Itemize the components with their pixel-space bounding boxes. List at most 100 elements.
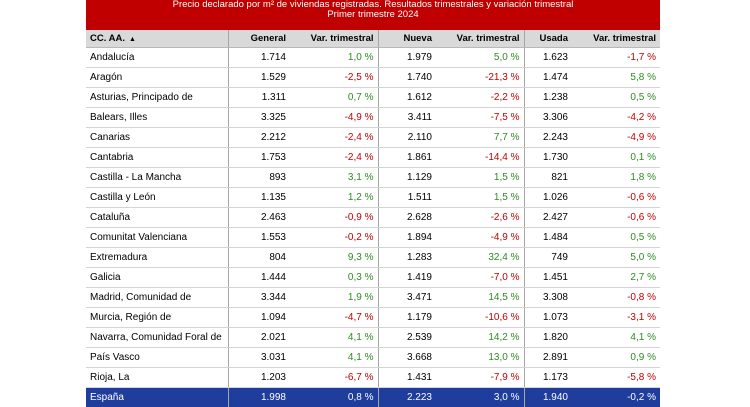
cell-var-usada: 4,1 % (572, 328, 660, 348)
cell-region: País Vasco (86, 348, 228, 368)
cell-general: 3.325 (228, 108, 290, 128)
cell-var-usada: -1,7 % (572, 48, 660, 68)
cell-general: 1.553 (228, 228, 290, 248)
cell-var-general: 0,7 % (290, 88, 378, 108)
col-header-ccaa[interactable]: CC. AA.▲ (86, 30, 228, 48)
cell-var-general: -2,4 % (290, 148, 378, 168)
table-title-line2: Primer trimestre 2024 (86, 10, 660, 20)
cell-general: 1.203 (228, 368, 290, 388)
cell-nueva: 3.668 (378, 348, 436, 368)
cell-var-general: 4,1 % (290, 348, 378, 368)
cell-region: Andalucía (86, 48, 228, 68)
cell-nueva: 1.431 (378, 368, 436, 388)
cell-var-general: -0,9 % (290, 208, 378, 228)
cell-region: Rioja, La (86, 368, 228, 388)
cell-var-general: -4,9 % (290, 108, 378, 128)
cell-var-nueva: -2,2 % (436, 88, 524, 108)
cell-general: 1.529 (228, 68, 290, 88)
price-table: CC. AA.▲ General Var. trimestral Nueva V… (86, 30, 660, 407)
cell-nueva: 1.740 (378, 68, 436, 88)
col-header-general[interactable]: General (228, 30, 290, 48)
cell-usada: 3.308 (524, 288, 572, 308)
cell-nueva: 3.471 (378, 288, 436, 308)
cell-var-general: -4,7 % (290, 308, 378, 328)
cell-var-nueva: 13,0 % (436, 348, 524, 368)
cell-var-general: 1,2 % (290, 188, 378, 208)
cell-var-nueva: -10,6 % (436, 308, 524, 328)
cell-region: Aragón (86, 68, 228, 88)
cell-var-nueva: 1,5 % (436, 168, 524, 188)
cell-usada: 1.173 (524, 368, 572, 388)
cell-nueva: 1.612 (378, 88, 436, 108)
cell-nueva: 2.110 (378, 128, 436, 148)
cell-var-general: 1,9 % (290, 288, 378, 308)
cell-region: Asturias, Principado de (86, 88, 228, 108)
cell-usada: 1.940 (524, 388, 572, 407)
col-header-nueva[interactable]: Nueva (378, 30, 436, 48)
cell-region: Cantabria (86, 148, 228, 168)
cell-nueva: 1.419 (378, 268, 436, 288)
cell-nueva: 2.628 (378, 208, 436, 228)
cell-var-nueva: -21,3 % (436, 68, 524, 88)
cell-var-nueva: 7,7 % (436, 128, 524, 148)
cell-var-usada: 1,8 % (572, 168, 660, 188)
cell-nueva: 2.539 (378, 328, 436, 348)
cell-region: Castilla y León (86, 188, 228, 208)
col-header-var-nueva[interactable]: Var. trimestral (436, 30, 524, 48)
cell-nueva: 3.411 (378, 108, 436, 128)
cell-general: 1.753 (228, 148, 290, 168)
cell-var-general: -0,2 % (290, 228, 378, 248)
cell-region: Balears, Illes (86, 108, 228, 128)
cell-region: Madrid, Comunidad de (86, 288, 228, 308)
cell-var-usada: -0,6 % (572, 208, 660, 228)
cell-var-nueva: -7,9 % (436, 368, 524, 388)
cell-var-nueva: -4,9 % (436, 228, 524, 248)
cell-region: Galicia (86, 268, 228, 288)
cell-var-usada: 0,1 % (572, 148, 660, 168)
cell-general: 1.444 (228, 268, 290, 288)
cell-general: 3.344 (228, 288, 290, 308)
cell-usada: 3.306 (524, 108, 572, 128)
sort-ascending-icon[interactable]: ▲ (129, 36, 136, 43)
col-header-usada[interactable]: Usada (524, 30, 572, 48)
cell-usada: 1.623 (524, 48, 572, 68)
cell-nueva: 1.179 (378, 308, 436, 328)
cell-var-general: 0,3 % (290, 268, 378, 288)
price-table-panel: Precio declarado por m² de viviendas reg… (86, 0, 660, 400)
cell-usada: 2.427 (524, 208, 572, 228)
cell-var-usada: -0,6 % (572, 188, 660, 208)
cell-var-nueva: 1,5 % (436, 188, 524, 208)
cell-region: Castilla - La Mancha (86, 168, 228, 188)
cell-region: Cataluña (86, 208, 228, 228)
cell-nueva: 1.511 (378, 188, 436, 208)
cell-usada: 1.474 (524, 68, 572, 88)
cell-var-nueva: 32,4 % (436, 248, 524, 268)
cell-var-nueva: -2,6 % (436, 208, 524, 228)
col-header-var-usada[interactable]: Var. trimestral (572, 30, 660, 48)
cell-region: Navarra, Comunidad Foral de (86, 328, 228, 348)
cell-region: Extremadura (86, 248, 228, 268)
cell-var-usada: 2,7 % (572, 268, 660, 288)
cell-region: España (86, 388, 228, 407)
cell-region: Comunitat Valenciana (86, 228, 228, 248)
cell-nueva: 1.894 (378, 228, 436, 248)
cell-var-usada: 5,8 % (572, 68, 660, 88)
cell-nueva: 1.979 (378, 48, 436, 68)
cell-var-usada: 0,5 % (572, 88, 660, 108)
cell-general: 2.463 (228, 208, 290, 228)
cell-nueva: 1.861 (378, 148, 436, 168)
cell-var-usada: -0,2 % (572, 388, 660, 407)
cell-region: Canarias (86, 128, 228, 148)
cell-var-usada: 5,0 % (572, 248, 660, 268)
cell-var-general: -2,5 % (290, 68, 378, 88)
col-header-var-general[interactable]: Var. trimestral (290, 30, 378, 48)
